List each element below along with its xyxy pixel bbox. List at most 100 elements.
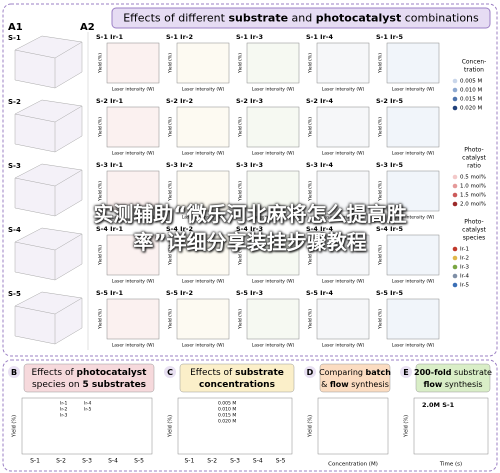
title-part: concentrations xyxy=(199,380,275,390)
y-axis-label: Yield (%) xyxy=(168,53,174,74)
y-axis-label: Yield (%) xyxy=(308,415,314,438)
panel-badge xyxy=(400,366,412,378)
x-tick-label: S-3 xyxy=(82,458,92,465)
cell-label: S-2 Ir-5 xyxy=(376,97,403,105)
panel-a-title-box xyxy=(111,7,491,29)
y-axis-label: Yield (%) xyxy=(308,53,314,74)
legend-label: Ir-4 xyxy=(84,401,92,407)
x-tick-label: S-3 xyxy=(230,458,240,465)
legend-swatch xyxy=(452,105,458,111)
plot-area xyxy=(176,298,230,340)
legend-label: Ir-1 xyxy=(460,247,469,253)
legend-label: Ir-1 xyxy=(60,401,68,407)
title-part: 5 substrates xyxy=(83,380,147,390)
legend-label: 0.5 mol% xyxy=(460,175,486,181)
title-part: synthesis xyxy=(442,380,482,389)
legend-title: Photo- xyxy=(464,147,483,154)
y-axis-label: Yield (%) xyxy=(168,415,174,438)
legend-label: 0.005 M xyxy=(460,79,482,85)
panel-note: 2.0M S-1 xyxy=(422,401,455,409)
x-axis-label: Laser intensity (W) xyxy=(392,151,435,157)
y-axis-label: Yield (%) xyxy=(12,415,18,438)
overlay-line: 率”详细分享装挂步骤教程 xyxy=(133,230,367,254)
legend-swatch xyxy=(452,255,458,261)
cell-label: S-5 Ir-5 xyxy=(376,289,403,297)
title-part: & xyxy=(321,380,330,389)
x-axis-label: Laser intensity (W) xyxy=(112,279,155,285)
legend-label: 2.0 mol% xyxy=(460,202,486,208)
x-axis-label: Laser intensity (W) xyxy=(182,151,225,157)
legend-title: Concen- xyxy=(462,59,487,66)
cell-label: S-2 Ir-2 xyxy=(166,97,193,105)
cell-label: S-5 Ir-1 xyxy=(96,289,123,297)
cell-label: S-2 Ir-1 xyxy=(96,97,123,105)
y-axis-label: Yield (%) xyxy=(238,53,244,74)
legend-label: 0.020 M xyxy=(460,106,482,112)
cell-label: S-2 Ir-4 xyxy=(306,97,333,105)
legend-swatch xyxy=(452,87,458,93)
legend-label: 0.010 M xyxy=(218,407,236,413)
row-label: S-4 xyxy=(8,226,21,234)
cell-label: S-1 Ir-4 xyxy=(306,33,333,41)
title-box xyxy=(319,363,391,393)
legend-label: Ir-3 xyxy=(60,413,68,419)
panel-title: flow synthesis xyxy=(423,380,482,389)
y-axis-label: Yield (%) xyxy=(238,181,244,202)
legend-swatch xyxy=(452,174,458,180)
cube-frame xyxy=(14,291,83,345)
panel-title: 200-fold substrate xyxy=(414,368,492,377)
plot-area xyxy=(246,170,300,212)
y-axis-label: Yield (%) xyxy=(168,117,174,138)
panel-a-title: Effects of different substrate and photo… xyxy=(123,12,479,25)
row-label: S-5 xyxy=(8,290,21,298)
x-tick-label: S-2 xyxy=(56,458,66,465)
legend-swatch xyxy=(452,282,458,288)
title-part: substrate xyxy=(452,368,492,377)
plot-area xyxy=(386,170,440,212)
panel-badge xyxy=(304,366,316,378)
x-axis-label: Laser intensity (W) xyxy=(322,151,365,157)
title-part: flow xyxy=(423,380,442,389)
plot-area xyxy=(316,42,370,84)
y-axis-label: Yield (%) xyxy=(98,53,104,74)
row-label: S-1 xyxy=(8,34,21,42)
y-axis-label: Yield (%) xyxy=(238,309,244,330)
x-axis-label: Laser intensity (W) xyxy=(182,215,225,221)
plot-area xyxy=(316,234,370,276)
x-axis-label: Laser intensity (W) xyxy=(252,151,295,157)
title-part: Effects of xyxy=(32,368,77,378)
x-axis-label: Laser intensity (W) xyxy=(392,279,435,285)
plot-area xyxy=(106,42,160,84)
panel-title: Effects of substrate xyxy=(190,368,284,378)
legend-swatch xyxy=(452,183,458,189)
y-axis-label: Yield (%) xyxy=(168,245,174,266)
cube-frame xyxy=(14,163,83,217)
title-part: substrate xyxy=(228,12,288,25)
x-tick-label: S-1 xyxy=(185,458,195,465)
plot-area xyxy=(176,42,230,84)
title-part: and xyxy=(288,12,316,25)
y-axis-label: Yield (%) xyxy=(378,245,384,266)
panel-title: concentrations xyxy=(199,380,275,390)
plot-area xyxy=(316,298,370,340)
plot-area xyxy=(106,106,160,148)
y-axis-label: Yield (%) xyxy=(308,309,314,330)
cell-label: S-3 Ir-4 xyxy=(306,161,333,169)
x-tick-label: S-1 xyxy=(30,458,40,465)
row-label: S-2 xyxy=(8,98,21,106)
x-axis-label: Laser intensity (W) xyxy=(182,279,225,285)
cell-label: S-1 Ir-3 xyxy=(236,33,263,41)
panel-title: species on 5 substrates xyxy=(32,380,146,390)
y-axis-label: Yield (%) xyxy=(378,309,384,330)
panel-badge xyxy=(8,366,20,378)
cell-label: S-5 Ir-2 xyxy=(166,289,193,297)
y-axis-label: Yield (%) xyxy=(98,309,104,330)
panel-label: A1 xyxy=(8,22,23,33)
x-axis-label: Laser intensity (W) xyxy=(182,343,225,349)
legend-swatch xyxy=(452,192,458,198)
plot-area xyxy=(246,298,300,340)
cell-label: S-4 Ir-2 xyxy=(166,225,193,233)
plot-area xyxy=(177,397,293,455)
legend-title: species xyxy=(463,235,485,242)
legend-swatch xyxy=(452,273,458,279)
